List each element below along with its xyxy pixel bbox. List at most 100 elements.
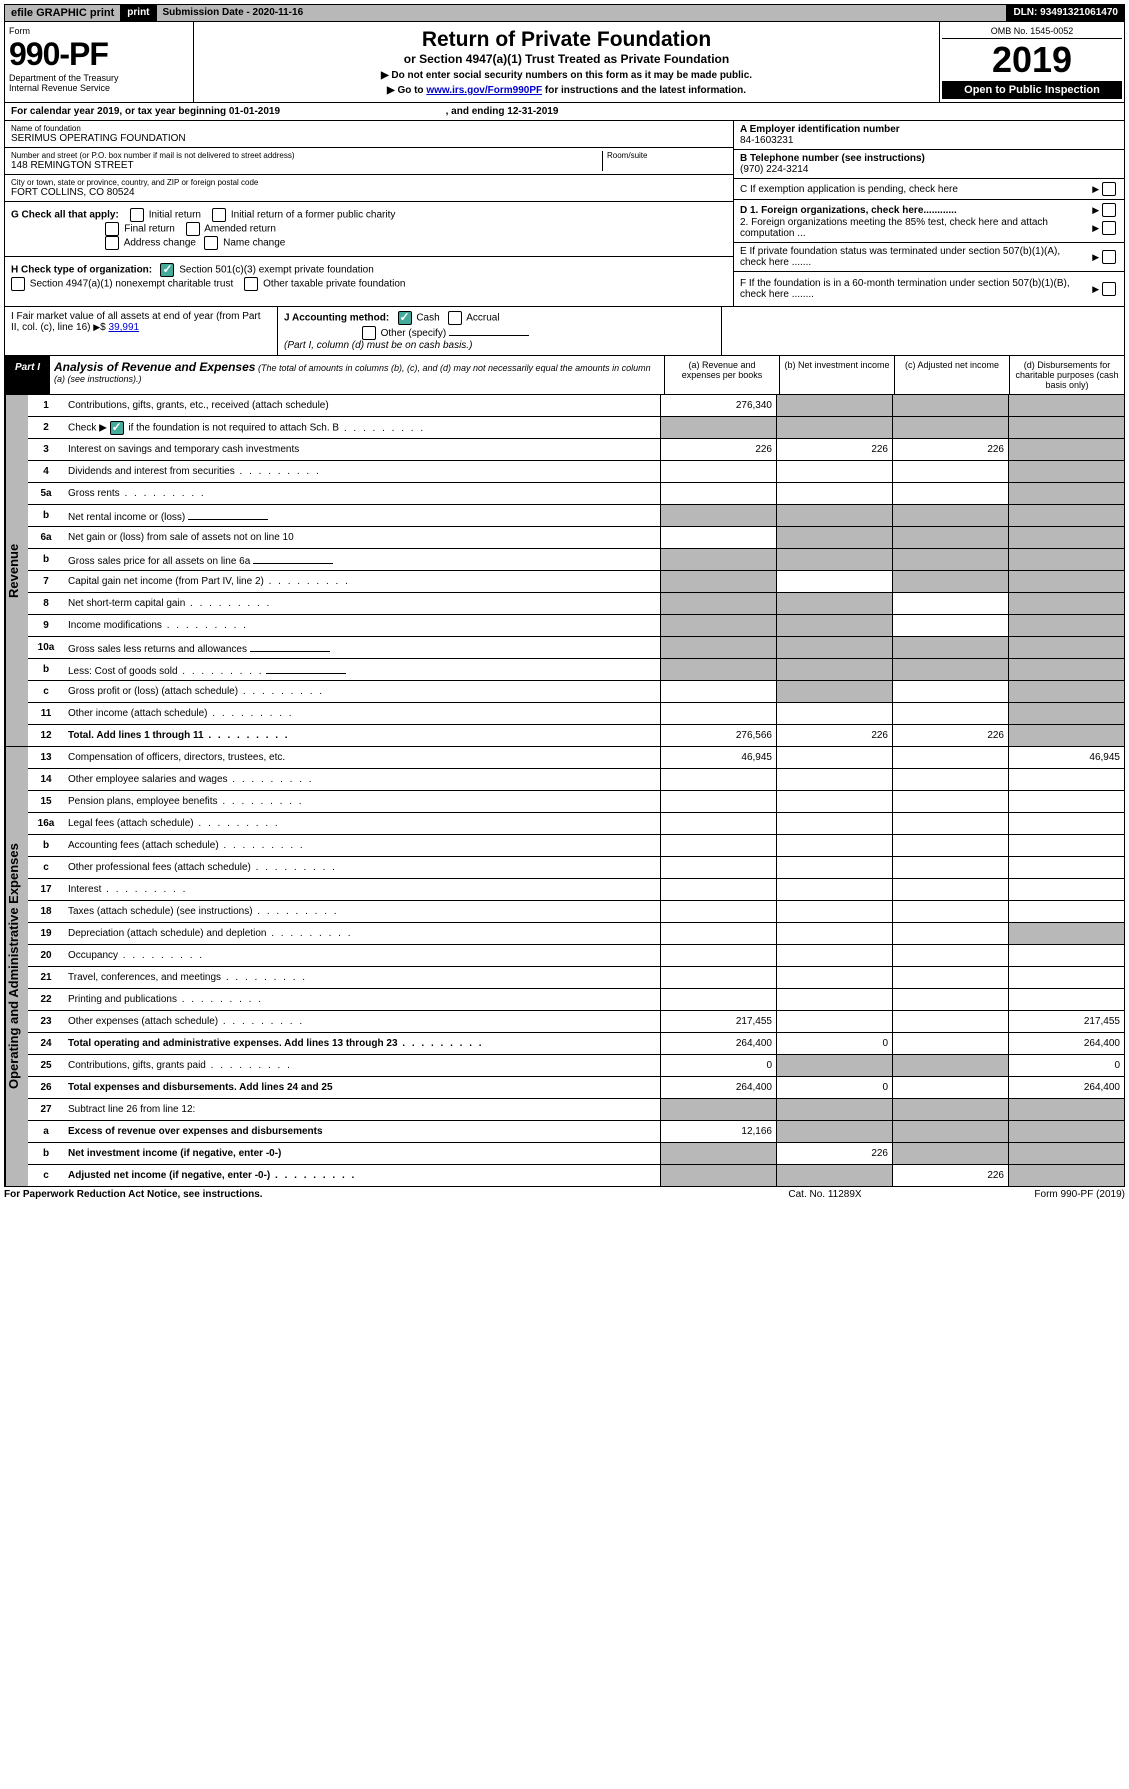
revenue-vlabel: Revenue (5, 395, 28, 746)
cell-b (776, 593, 892, 614)
row-desc: Total expenses and disbursements. Add li… (64, 1080, 660, 1095)
title-box: Return of Private Foundation or Section … (194, 22, 940, 102)
cell-b (776, 681, 892, 702)
cell-d: 264,400 (1008, 1033, 1124, 1054)
form-title: Return of Private Foundation (200, 28, 933, 52)
cell-d (1008, 483, 1124, 504)
cell-c (892, 395, 1008, 416)
blank-line (266, 663, 346, 674)
j-label: J Accounting method: (284, 313, 389, 324)
fmv-value[interactable]: 39,991 (109, 322, 140, 333)
cell-a: 276,340 (660, 395, 776, 416)
amended-return-checkbox[interactable] (186, 222, 200, 236)
cash-checkbox[interactable] (398, 311, 412, 325)
arrow-icon (93, 322, 100, 333)
cell-a: 0 (660, 1055, 776, 1076)
row-num: 9 (28, 618, 64, 633)
c-label: C If exemption application is pending, c… (740, 184, 1084, 195)
table-row: 21Travel, conferences, and meetings (28, 967, 1124, 989)
street-address: 148 REMINGTON STREET (11, 160, 602, 171)
row-num: 17 (28, 882, 64, 897)
cell-b (776, 945, 892, 966)
h-o1: Section 501(c)(3) exempt private foundat… (179, 265, 374, 276)
dln-label: DLN: 93491321061470 (1007, 5, 1124, 21)
r22-desc: Printing and publications (68, 994, 177, 1005)
accrual-checkbox[interactable] (448, 311, 462, 325)
row-num: b (28, 1146, 64, 1161)
r27c-desc: Adjusted net income (if negative, enter … (68, 1170, 270, 1181)
col-c-header: (c) Adjusted net income (894, 356, 1009, 394)
cell-b (776, 461, 892, 482)
print-button[interactable]: print (121, 5, 156, 21)
cell-c (892, 417, 1008, 438)
row-desc: Taxes (attach schedule) (see instruction… (64, 904, 660, 919)
initial-public-checkbox[interactable] (212, 208, 226, 222)
cell-b (776, 703, 892, 724)
part1-label: Part I (5, 356, 50, 394)
r21-desc: Travel, conferences, and meetings (68, 972, 221, 983)
r15-desc: Pension plans, employee benefits (68, 796, 218, 807)
row-desc: Total. Add lines 1 through 11 (64, 728, 660, 743)
cell-c (892, 901, 1008, 922)
address-change-checkbox[interactable] (105, 236, 119, 250)
row-desc: Capital gain net income (from Part IV, l… (64, 574, 660, 589)
revenue-rows: 1Contributions, gifts, grants, etc., rec… (28, 395, 1124, 746)
r18-desc: Taxes (attach schedule) (see instruction… (68, 906, 253, 917)
4947-checkbox[interactable] (11, 277, 25, 291)
cell-c (892, 945, 1008, 966)
other-taxable-checkbox[interactable] (244, 277, 258, 291)
cell-a: 217,455 (660, 1011, 776, 1032)
arrow-icon (1092, 284, 1099, 295)
cell-c (892, 527, 1008, 548)
other-blank (449, 325, 529, 336)
other-method-checkbox[interactable] (362, 326, 376, 340)
d-cell: D 1. Foreign organizations, check here..… (734, 200, 1124, 243)
r6b-desc: Gross sales price for all assets on line… (68, 556, 250, 567)
e-checkbox[interactable] (1102, 250, 1116, 264)
table-row: 27Subtract line 26 from line 12: (28, 1099, 1124, 1121)
cell-a (660, 483, 776, 504)
cell-d (1008, 967, 1124, 988)
r4-desc: Dividends and interest from securities (68, 466, 235, 477)
cell-b (776, 637, 892, 658)
r5a-desc: Gross rents (68, 488, 120, 499)
form-subtitle: or Section 4947(a)(1) Trust Treated as P… (200, 52, 933, 66)
final-return-checkbox[interactable] (105, 222, 119, 236)
cell-a (660, 703, 776, 724)
cell-d (1008, 703, 1124, 724)
501c3-checkbox[interactable] (160, 263, 174, 277)
name-change-checkbox[interactable] (204, 236, 218, 250)
row-num: 13 (28, 750, 64, 765)
cell-a (660, 769, 776, 790)
row-num: c (28, 684, 64, 699)
g-o5: Address change (124, 238, 196, 249)
cell-d (1008, 593, 1124, 614)
table-row: 9Income modifications (28, 615, 1124, 637)
table-row: bAccounting fees (attach schedule) (28, 835, 1124, 857)
cell-b: 226 (776, 725, 892, 746)
cell-a (660, 967, 776, 988)
f-checkbox[interactable] (1102, 282, 1116, 296)
col-b-header: (b) Net investment income (779, 356, 894, 394)
d1-checkbox[interactable] (1102, 203, 1116, 217)
sch-b-checkbox[interactable] (110, 421, 124, 435)
cell-c (892, 505, 1008, 526)
phone-label: B Telephone number (see instructions) (740, 153, 1118, 164)
j-note: (Part I, column (d) must be on cash basi… (284, 340, 472, 351)
table-row: 12Total. Add lines 1 through 11276,56622… (28, 725, 1124, 746)
cell-b (776, 813, 892, 834)
instr2-pre: ▶ Go to (387, 85, 426, 96)
row-desc: Less: Cost of goods sold (64, 661, 660, 679)
row-desc: Other employee salaries and wages (64, 772, 660, 787)
row-num: 14 (28, 772, 64, 787)
cell-b (776, 395, 892, 416)
h-row: H Check type of organization: Section 50… (5, 257, 733, 293)
ij-row: I Fair market value of all assets at end… (4, 307, 1125, 356)
cell-d: 217,455 (1008, 1011, 1124, 1032)
d2-checkbox[interactable] (1102, 221, 1116, 235)
c-checkbox[interactable] (1102, 182, 1116, 196)
cell-d (1008, 857, 1124, 878)
e-cell: E If private foundation status was termi… (734, 243, 1124, 272)
initial-return-checkbox[interactable] (130, 208, 144, 222)
instr-link[interactable]: www.irs.gov/Form990PF (426, 85, 542, 96)
